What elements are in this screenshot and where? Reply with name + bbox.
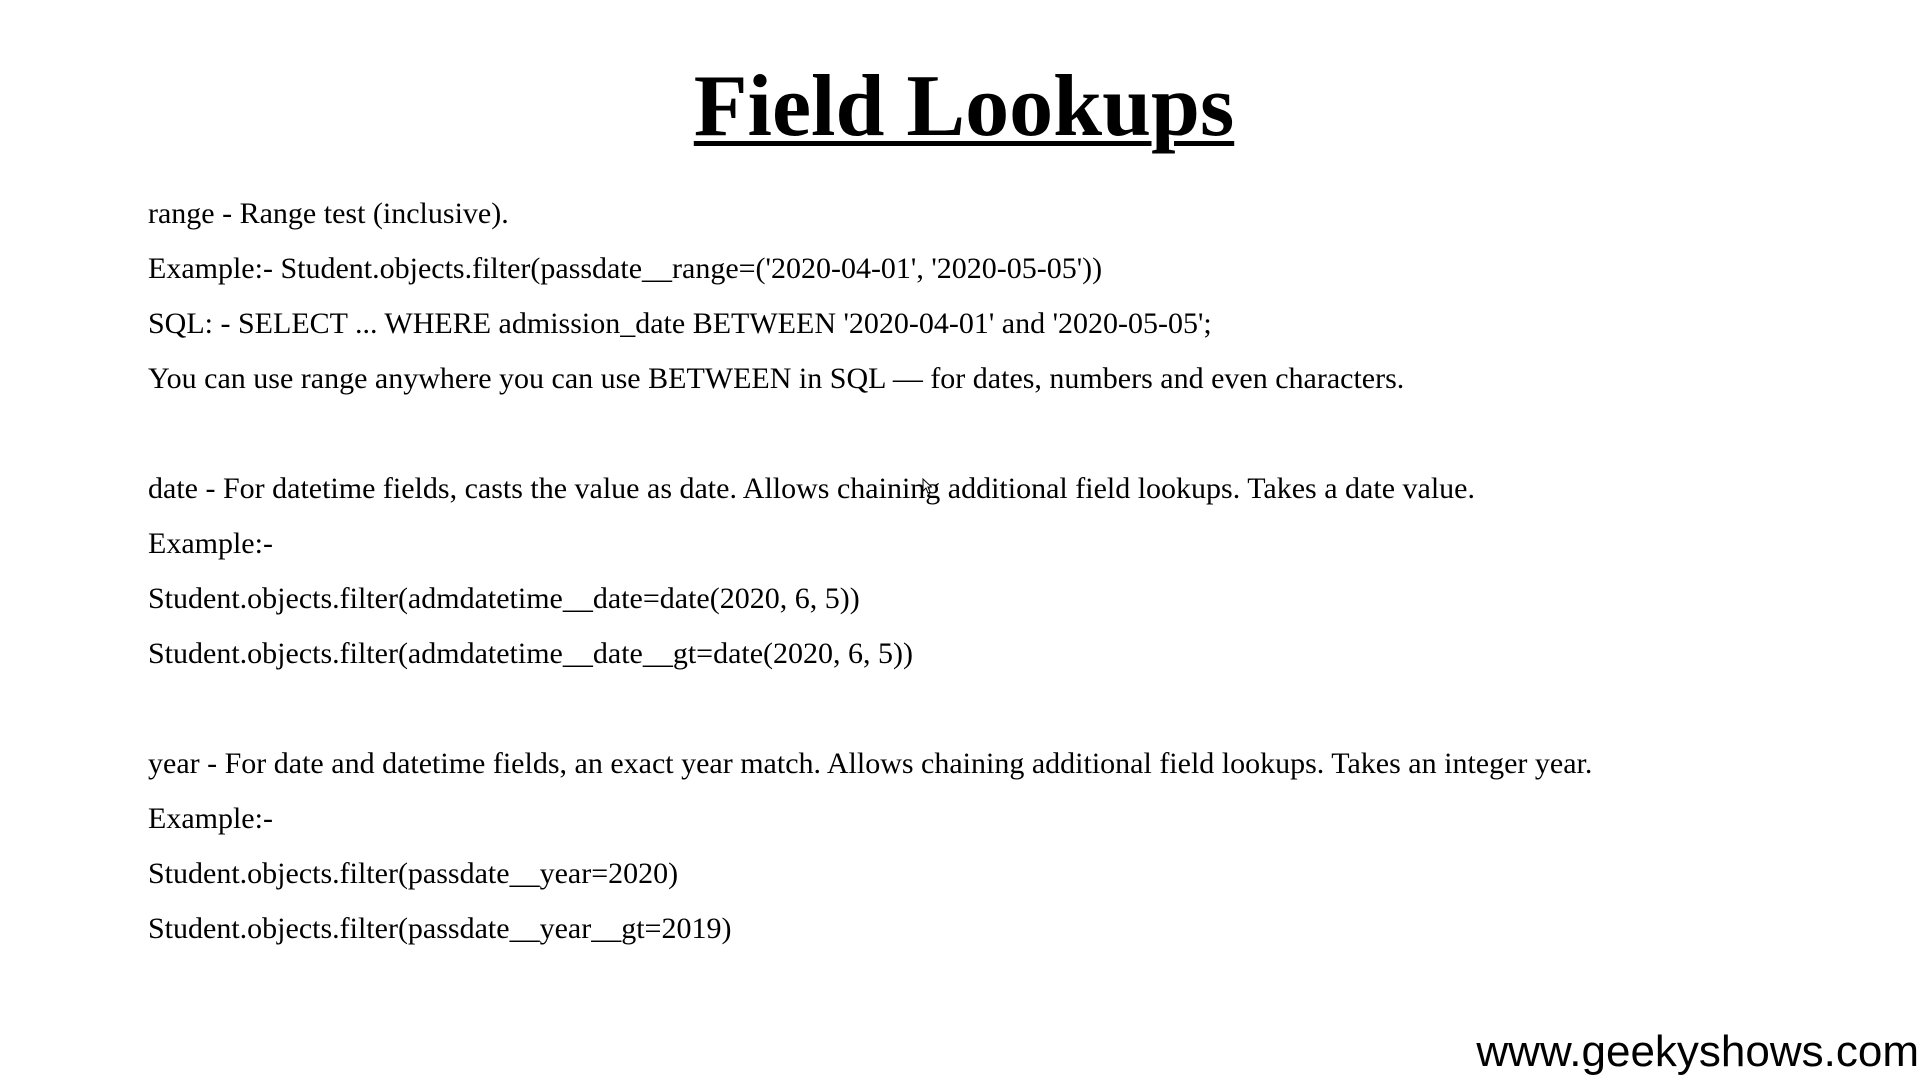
- mouse-pointer-icon: [922, 478, 932, 494]
- section-spacer: [148, 681, 1868, 736]
- year-definition: year - For date and datetime fields, an …: [148, 747, 1593, 780]
- date-example-label: Example:-: [148, 527, 273, 560]
- date-example-2: Student.objects.filter(admdatetime__date…: [148, 637, 914, 670]
- date-definition: date - For datetime fields, casts the va…: [148, 472, 1475, 505]
- year-example-label: Example:-: [148, 802, 273, 835]
- page-title: Field Lookups: [0, 52, 1920, 162]
- date-example-1: Student.objects.filter(admdatetime__date…: [148, 582, 860, 615]
- section-range: range - Range test (inclusive). Example:…: [148, 186, 1868, 406]
- range-definition: range - Range test (inclusive).: [148, 197, 509, 230]
- section-year: year - For date and datetime fields, an …: [148, 736, 1868, 956]
- website-watermark: www.geekyshows.com: [1476, 1027, 1919, 1076]
- page-title-text: Field Lookups: [693, 58, 1235, 155]
- section-spacer: [148, 406, 1868, 461]
- range-note: You can use range anywhere you can use B…: [148, 362, 1405, 395]
- year-example-1: Student.objects.filter(passdate__year=20…: [148, 857, 679, 890]
- range-sql: SQL: - SELECT ... WHERE admission_date B…: [148, 307, 1212, 340]
- range-example: Example:- Student.objects.filter(passdat…: [148, 252, 1103, 285]
- year-example-2: Student.objects.filter(passdate__year__g…: [148, 912, 732, 945]
- section-date: date - For datetime fields, casts the va…: [148, 461, 1868, 681]
- document-body: range - Range test (inclusive). Example:…: [148, 186, 1868, 956]
